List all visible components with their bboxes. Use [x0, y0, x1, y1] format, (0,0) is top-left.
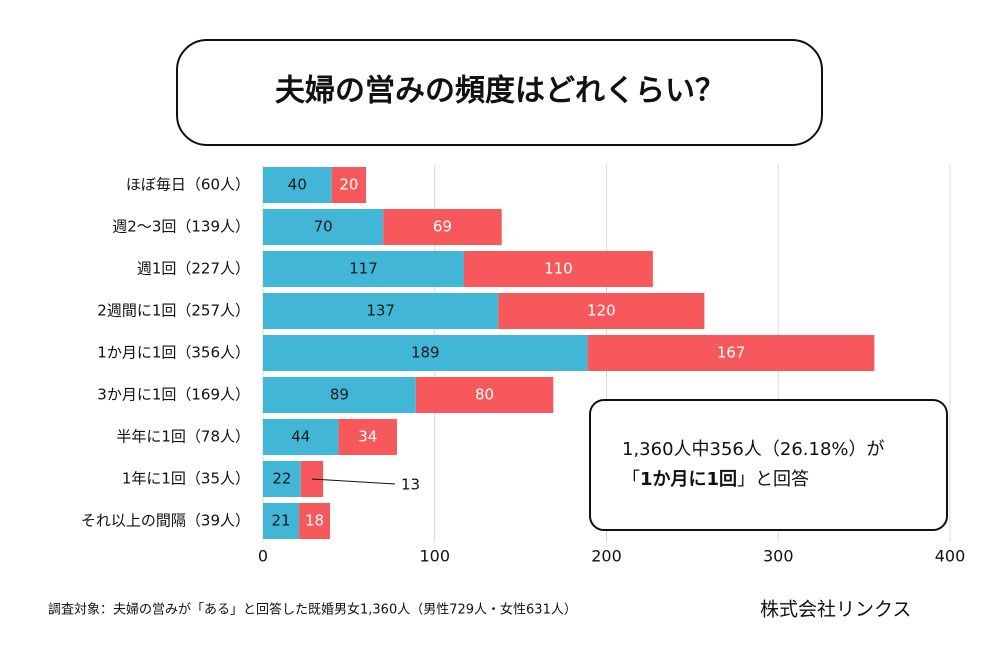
bar-segment [331, 167, 367, 203]
bar-segment [263, 335, 588, 371]
bar-segment [587, 335, 875, 371]
source: 株式会社リンクス [760, 599, 911, 621]
data-label: 110 [544, 260, 573, 278]
title-box [176, 39, 823, 146]
bar-segment [383, 209, 502, 245]
bar-segment [263, 461, 301, 497]
data-label: 89 [330, 386, 349, 404]
data-label: 117 [349, 260, 378, 278]
data-label: 13 [401, 476, 420, 494]
annotation-line: 1,360人中356人（26.18%）が [622, 439, 885, 460]
x-tick-label: 100 [419, 547, 450, 566]
bar-segment [338, 419, 397, 455]
data-label: 18 [305, 512, 324, 530]
bar-segment [263, 209, 384, 245]
data-label: 70 [314, 218, 333, 236]
data-label: 21 [271, 512, 290, 530]
y-tick-label: 1か月に1回（356人） [97, 344, 250, 362]
y-tick-label: 2週間に1回（257人） [97, 302, 250, 320]
y-tick-label: 週1回（227人） [137, 260, 250, 278]
data-label: 34 [358, 428, 377, 446]
bar-segment [498, 293, 705, 329]
footnote: 調査対象：夫婦の営みが「ある」と回答した既婚男女1,360人（男性729人・女性… [48, 602, 577, 618]
chart-title: 夫婦の営みの頻度はどれくらい？ [275, 74, 725, 109]
data-label: 22 [272, 470, 291, 488]
data-label: 69 [433, 218, 452, 236]
annotation-part: 」と回答 [737, 469, 809, 490]
x-tick-label: 300 [763, 547, 794, 566]
bar-segment [263, 167, 332, 203]
leader-line [311, 478, 396, 485]
bar-segment [463, 251, 653, 287]
data-label: 80 [475, 386, 494, 404]
bar-segment [263, 503, 300, 539]
x-tick-label: 0 [258, 547, 268, 566]
bar-segment [263, 293, 499, 329]
bar-segment [299, 503, 330, 539]
annotation-line: 「1か月に1回」と回答 [622, 469, 809, 490]
y-tick-label: 1年に1回（35人） [122, 470, 250, 488]
y-tick-label: それ以上の間隔（39人） [81, 512, 250, 530]
bar-segment [263, 251, 464, 287]
x-tick-label: 200 [591, 547, 622, 566]
x-tick-label: 400 [935, 547, 966, 566]
data-label: 120 [587, 302, 616, 320]
data-label: 137 [366, 302, 395, 320]
bar-segment [415, 377, 554, 413]
data-label: 20 [339, 176, 358, 194]
bar-segment [300, 461, 324, 497]
data-label: 167 [717, 344, 746, 362]
y-tick-label: 週2～3回（139人） [112, 218, 250, 236]
bar-segment [263, 377, 416, 413]
y-tick-label: ほぼ毎日（60人） [126, 176, 250, 194]
data-label: 40 [288, 176, 307, 194]
y-tick-label: 半年に1回（78人） [116, 428, 250, 446]
plot-area: 0 100 200 300 400 ほぼ毎日（60人） 40 20 週2～3回（139人） 70 6… [81, 165, 965, 566]
annotation-box [589, 399, 948, 531]
y-tick-label: 3か月に1回（169人） [97, 386, 250, 404]
data-label: 44 [291, 428, 310, 446]
annotation-emphasis: 1か月に1回 [640, 469, 737, 490]
bar-segment [263, 419, 339, 455]
data-label: 189 [411, 344, 440, 362]
annotation-part: 「 [622, 469, 640, 490]
